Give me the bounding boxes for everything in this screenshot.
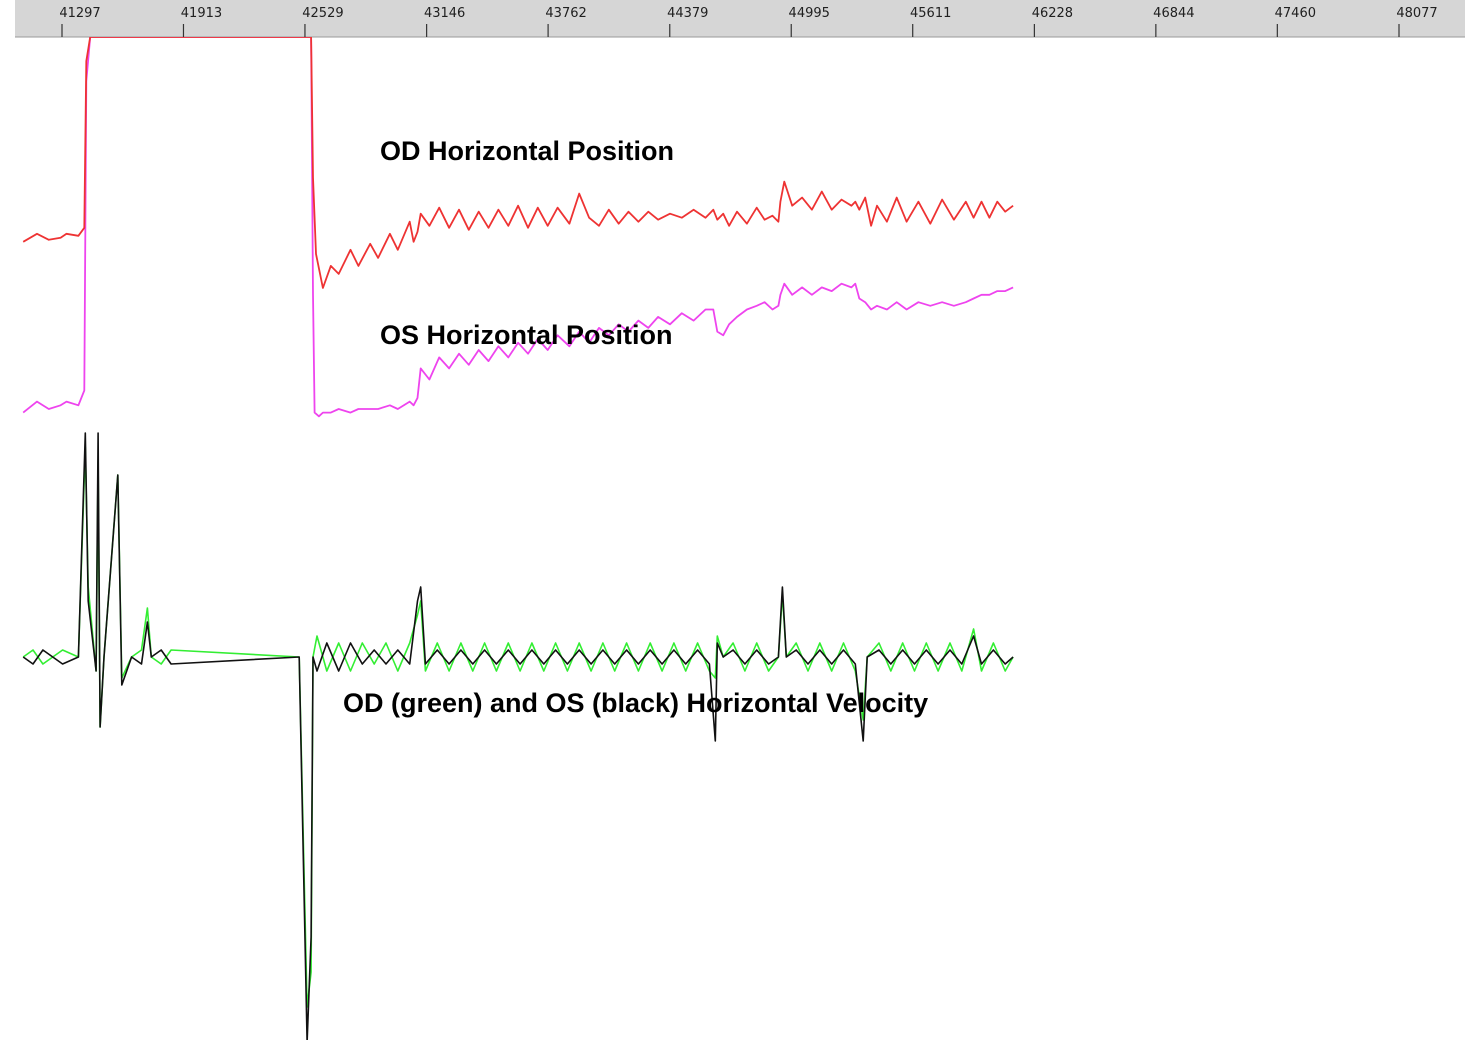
x-tick-label: 42529 [302,6,343,21]
top-axis: 41297 41913 42529 43146 43762 44379 44995 45611… [15,0,1465,38]
os-position-line [22,37,1014,418]
annotation-group: OD Horizontal Position OS Horizontal Pos… [343,136,928,718]
velocity-label: OD (green) and OS (black) Horizontal Vel… [343,688,928,718]
x-tick-label: 48077 [1396,6,1437,21]
x-tick-label: 44379 [667,6,708,21]
series-group [22,37,1014,1040]
x-tick-label: 45611 [910,6,951,21]
x-tick-label: 46844 [1153,6,1194,21]
x-tick-label: 41913 [181,6,222,21]
x-tick-label: 41297 [59,6,100,21]
x-tick-label: 46228 [1032,6,1073,21]
x-tick-label: 43762 [545,6,586,21]
axis-bar [15,0,1465,37]
x-tick-label: 44995 [789,6,830,21]
od-position-label: OD Horizontal Position [380,136,674,166]
od-position-line [22,37,1014,289]
os-position-label: OS Horizontal Position [380,320,673,350]
os-velocity-line [22,432,1014,1040]
x-tick-label: 43146 [424,6,465,21]
x-tick-label: 47460 [1275,6,1316,21]
